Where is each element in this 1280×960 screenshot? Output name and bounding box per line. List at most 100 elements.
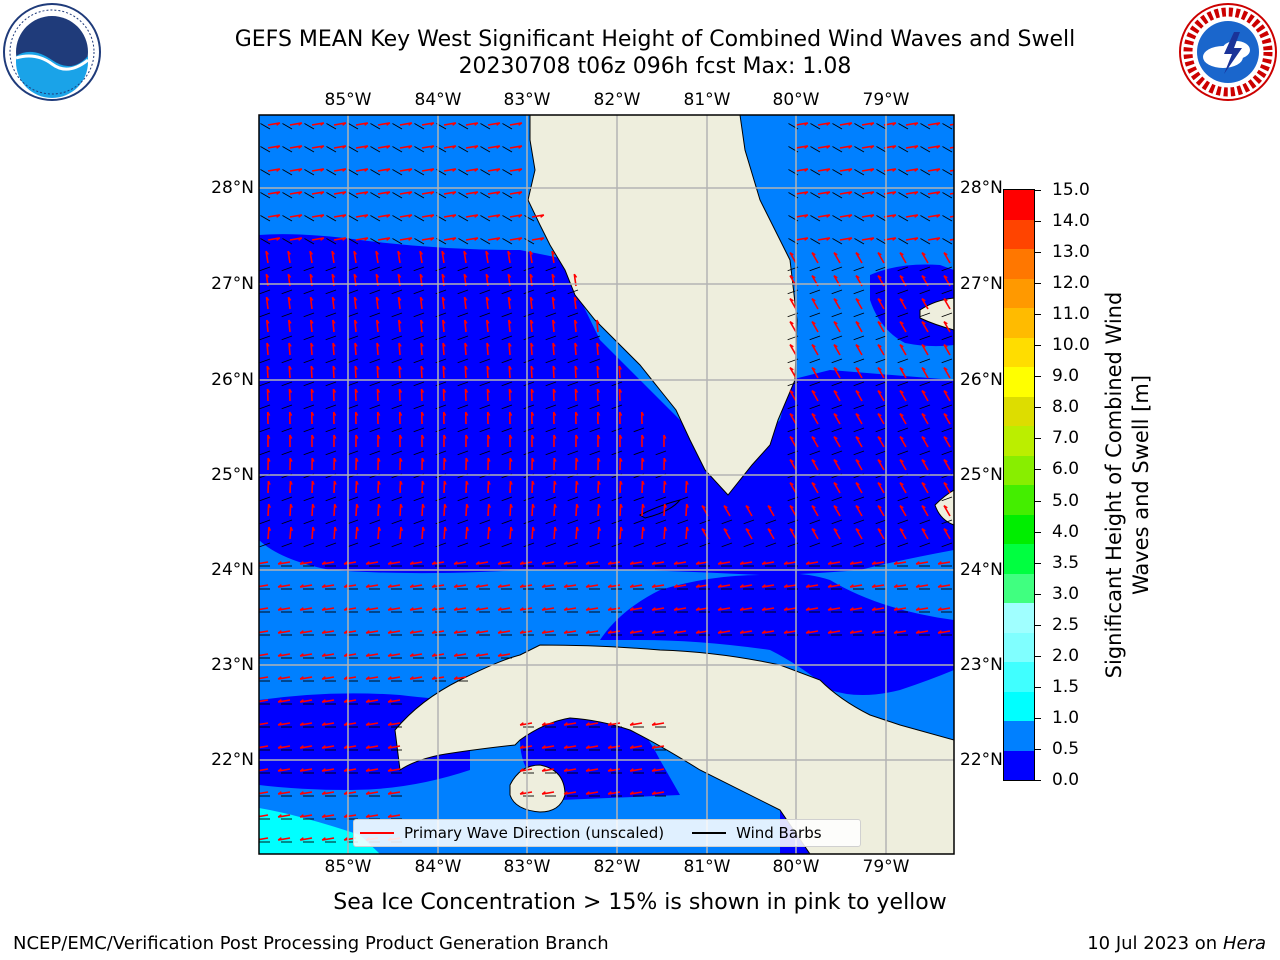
wave-arrow-head [651, 768, 656, 772]
wave-arrow-head [629, 630, 634, 634]
colorbar-segment [1004, 514, 1034, 544]
wave-arrow [259, 722, 269, 726]
wave-arrow-head [354, 319, 358, 324]
wave-arrow-head [529, 250, 533, 255]
wave-arrow-head [431, 630, 436, 634]
wave-arrow-head [464, 388, 469, 393]
wave-arrow-head [855, 436, 860, 440]
wave-arrow-head [343, 630, 348, 634]
wave-arrow [921, 436, 929, 448]
wind-barb [347, 381, 359, 387]
wave-arrow-head [921, 390, 926, 394]
wave-arrow [278, 653, 291, 657]
wave-arrow [388, 584, 401, 588]
wave-arrow [674, 630, 687, 634]
wave-arrow-head [365, 814, 370, 818]
wave-arrow [850, 607, 863, 611]
wave-arrow-head [421, 457, 425, 462]
wave-arrow-head [364, 168, 369, 172]
wave-arrow-head [355, 480, 359, 485]
wave-arrow-head [507, 273, 512, 278]
wave-arrow [899, 413, 907, 425]
wave-arrow-head [855, 482, 860, 486]
chart-subtitle: 20230708 t06z 096h fcst Max: 1.08 [458, 54, 852, 79]
wind-barb [809, 312, 821, 318]
wave-arrow-head [342, 191, 347, 195]
wave-arrow [454, 584, 467, 588]
wave-arrow [894, 607, 907, 611]
wind-barb [919, 335, 931, 341]
wave-arrow [344, 676, 357, 680]
wave-arrow-head [899, 390, 904, 394]
wave-arrow [921, 482, 929, 494]
wave-arrow-head [321, 791, 326, 795]
wind-barb [303, 312, 315, 318]
wind-barb [941, 519, 953, 525]
wind-barb [413, 358, 425, 364]
wave-arrow [463, 296, 467, 310]
wave-arrow-head [811, 252, 816, 256]
wave-arrow [811, 505, 819, 517]
colorbar-tick-mark [1035, 655, 1041, 657]
wave-arrow-head [575, 480, 579, 485]
wave-arrow-head [745, 505, 750, 509]
wind-barb [567, 496, 579, 502]
wave-arrow-head [552, 388, 557, 393]
wind-barb [325, 427, 337, 433]
wave-arrow [586, 630, 599, 634]
wave-arrow-head [877, 482, 882, 486]
wave-arrow-head [299, 722, 304, 726]
wave-arrow [259, 561, 269, 565]
wave-arrow [288, 342, 291, 356]
wind-barb [523, 266, 535, 272]
wave-arrow-head [397, 296, 402, 301]
wind-barb [281, 542, 293, 548]
wind-barb [414, 238, 425, 245]
wind-barb [809, 266, 821, 272]
wave-arrow [921, 344, 929, 356]
wind-barb [919, 266, 931, 272]
wave-arrow-head [541, 607, 546, 611]
wave-arrow-head [507, 296, 512, 301]
wind-barb [853, 358, 865, 364]
wind-barb [875, 312, 887, 318]
wind-barb [392, 238, 403, 245]
wave-arrow-head [915, 607, 920, 611]
wind-barb [545, 542, 557, 548]
wave-arrow-head [465, 434, 469, 439]
wind-barb [457, 335, 469, 341]
wave-arrow [943, 367, 951, 379]
wave-arrow-head [431, 561, 436, 565]
wave-arrow [795, 122, 808, 126]
wave-arrow [344, 699, 357, 703]
wave-arrow-head [343, 584, 348, 588]
colorbar-tick-mark [1035, 252, 1041, 254]
wave-arrow [486, 342, 489, 356]
wave-arrow-head [943, 390, 948, 394]
wave-arrow-head [641, 411, 645, 416]
wave-arrow-head [540, 214, 545, 218]
wave-arrow-head [508, 319, 512, 324]
wave-arrow [542, 745, 555, 749]
wave-arrow-head [596, 319, 600, 324]
wave-arrow [921, 528, 929, 540]
wind-barb [633, 542, 645, 548]
wave-arrow [877, 298, 885, 310]
wave-arrow [789, 390, 797, 402]
wave-arrow-head [387, 561, 392, 565]
wave-arrow-head [877, 528, 882, 532]
wave-arrow-head [541, 584, 546, 588]
wave-arrow-head [289, 411, 293, 416]
wave-arrow-head [430, 168, 435, 172]
wave-arrow [355, 214, 368, 218]
wind-barb [567, 312, 579, 318]
wind-barb [875, 358, 887, 364]
wave-arrow [259, 768, 269, 772]
wind-barb [831, 312, 843, 318]
wave-arrow-head [265, 273, 270, 278]
wave-arrow-head [552, 342, 556, 347]
wave-arrow [287, 251, 291, 264]
wave-arrow-head [421, 434, 425, 439]
wind-barb [545, 266, 557, 272]
map-frame [258, 114, 955, 855]
